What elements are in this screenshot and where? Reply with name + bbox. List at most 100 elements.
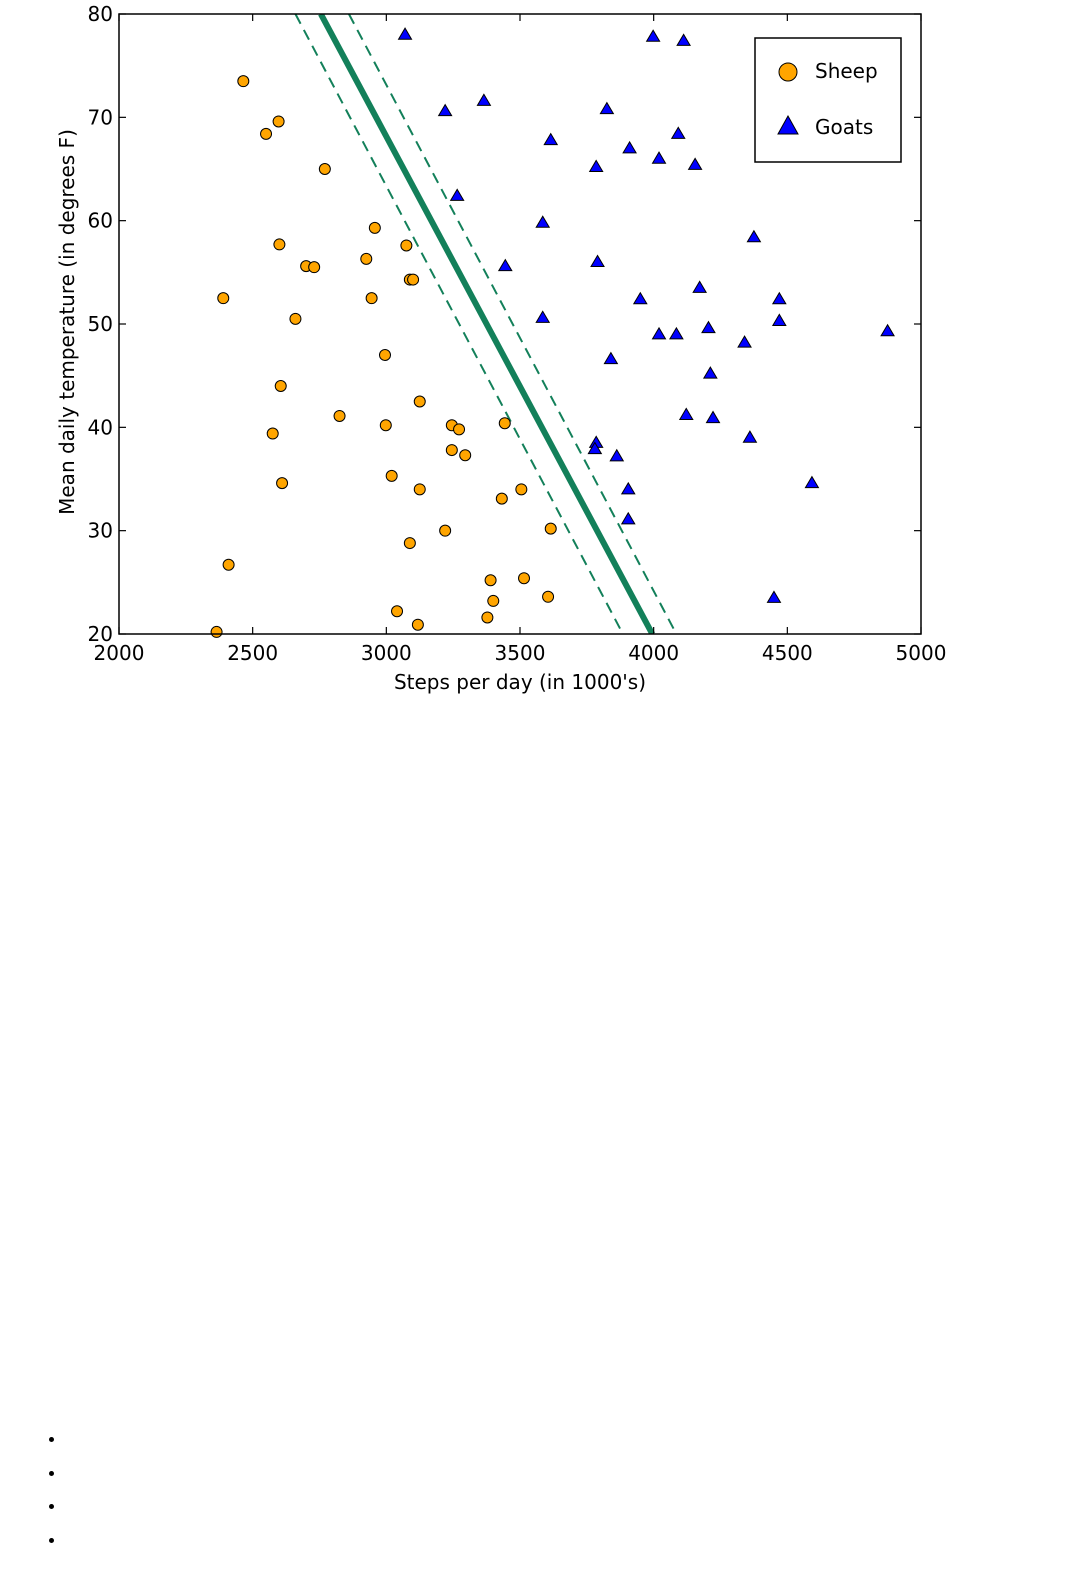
sheep-point [411,618,424,631]
y-tick-label: 50 [88,312,113,336]
goat-point [437,103,453,117]
sheep-point [439,524,452,537]
sheep-point [400,239,413,252]
sheep-point [378,349,391,361]
goat-point [645,29,661,42]
goat-point [742,430,758,443]
sheep-point [273,238,286,251]
sheep-point [333,409,346,422]
x-tick-label: 5000 [896,641,947,665]
sheep-point [487,594,500,607]
goat-point [746,229,762,243]
bullet-list [42,1430,66,1564]
sheep-point [274,380,287,392]
sheep-point [272,115,285,128]
sheep-point [266,427,279,440]
x-tick-label: 4500 [762,641,813,665]
x-axis-label: Steps per day (in 1000's) [394,670,646,694]
goat-point [620,481,636,495]
sheep-point [445,444,458,457]
x-tick-label: 3000 [361,641,412,665]
sheep-point [237,75,250,88]
x-tick-label: 3500 [495,641,546,665]
sheep-point [413,395,426,408]
goat-point [676,33,691,46]
sheep-point [308,261,321,274]
sheep-point [544,522,557,535]
goat-point [449,188,465,201]
goat-point [587,441,603,455]
decision-line [318,14,655,634]
sheep-point [360,252,373,265]
goat-point [497,258,513,272]
sheep-point [276,477,289,490]
sheep-point [495,492,508,505]
goat-point [590,254,605,268]
sheep-point [459,449,472,462]
y-tick-label: 60 [88,209,113,233]
sheep-point [542,590,555,603]
x-tick-label: 4000 [628,641,679,665]
sheep-point [210,625,223,638]
y-tick-label: 30 [88,519,113,543]
y-tick-label: 20 [88,622,113,646]
x-tick-label: 2500 [227,641,278,665]
legend: Sheep Goats [754,37,902,163]
goat-point [651,326,667,340]
goat-point [622,140,637,154]
y-tick-label: 80 [88,2,113,26]
goat-point [702,366,718,379]
goat-point [535,215,551,228]
legend-goats-label: Goats [815,115,873,139]
goat-point [588,159,604,172]
axis-ticks: 2000 2500 3000 3500 4000 4500 5000 20 30 40 50 60 70… [88,2,947,665]
x-tick-label: 2000 [94,641,145,665]
goat-point [543,132,559,146]
goat-point [632,291,648,305]
goat-point [705,410,721,424]
goat-point [771,313,787,326]
goat-point [603,351,619,365]
sheep-point [484,574,497,587]
sheep-point [481,611,494,624]
sheep-point [289,312,302,325]
goat-point [599,101,615,115]
goat-point [701,320,716,334]
legend-sheep-marker [778,62,798,82]
goat-point [687,157,703,170]
goat-point [535,310,551,323]
goat-point [609,448,625,462]
sheep-point [365,292,378,305]
goat-point [880,323,895,337]
sheep-point [217,292,230,305]
goat-point [692,280,708,293]
sheep-point [515,483,528,496]
goat-point [476,93,492,106]
sheep-point [391,605,404,618]
goat-point [678,407,694,420]
sheep-point [385,469,398,482]
sheep-point [518,572,531,585]
sheep-point [318,163,331,175]
legend-sheep-label: Sheep [815,59,878,83]
legend-box [754,37,902,163]
goat-point [651,151,667,164]
goat-point [766,590,782,603]
sheep-point [260,127,273,140]
sheep-point [453,423,466,436]
goat-point [804,475,820,489]
y-axis-label: Mean daily temperature (in degrees F) [55,129,79,515]
goat-point [670,126,686,139]
data-points [210,27,895,638]
sheep-point [379,419,392,432]
sheep-point [222,558,235,571]
y-tick-label: 70 [88,105,113,129]
goat-point [620,511,636,525]
scatter-chart: 2000 2500 3000 3500 4000 4500 5000 20 30 40 50 60 70… [55,2,947,694]
goat-point [737,335,752,348]
sheep-point [368,221,381,234]
sheep-point [498,417,511,430]
goat-point [771,291,787,305]
sheep-point [413,483,426,496]
decision-boundary [294,14,678,634]
